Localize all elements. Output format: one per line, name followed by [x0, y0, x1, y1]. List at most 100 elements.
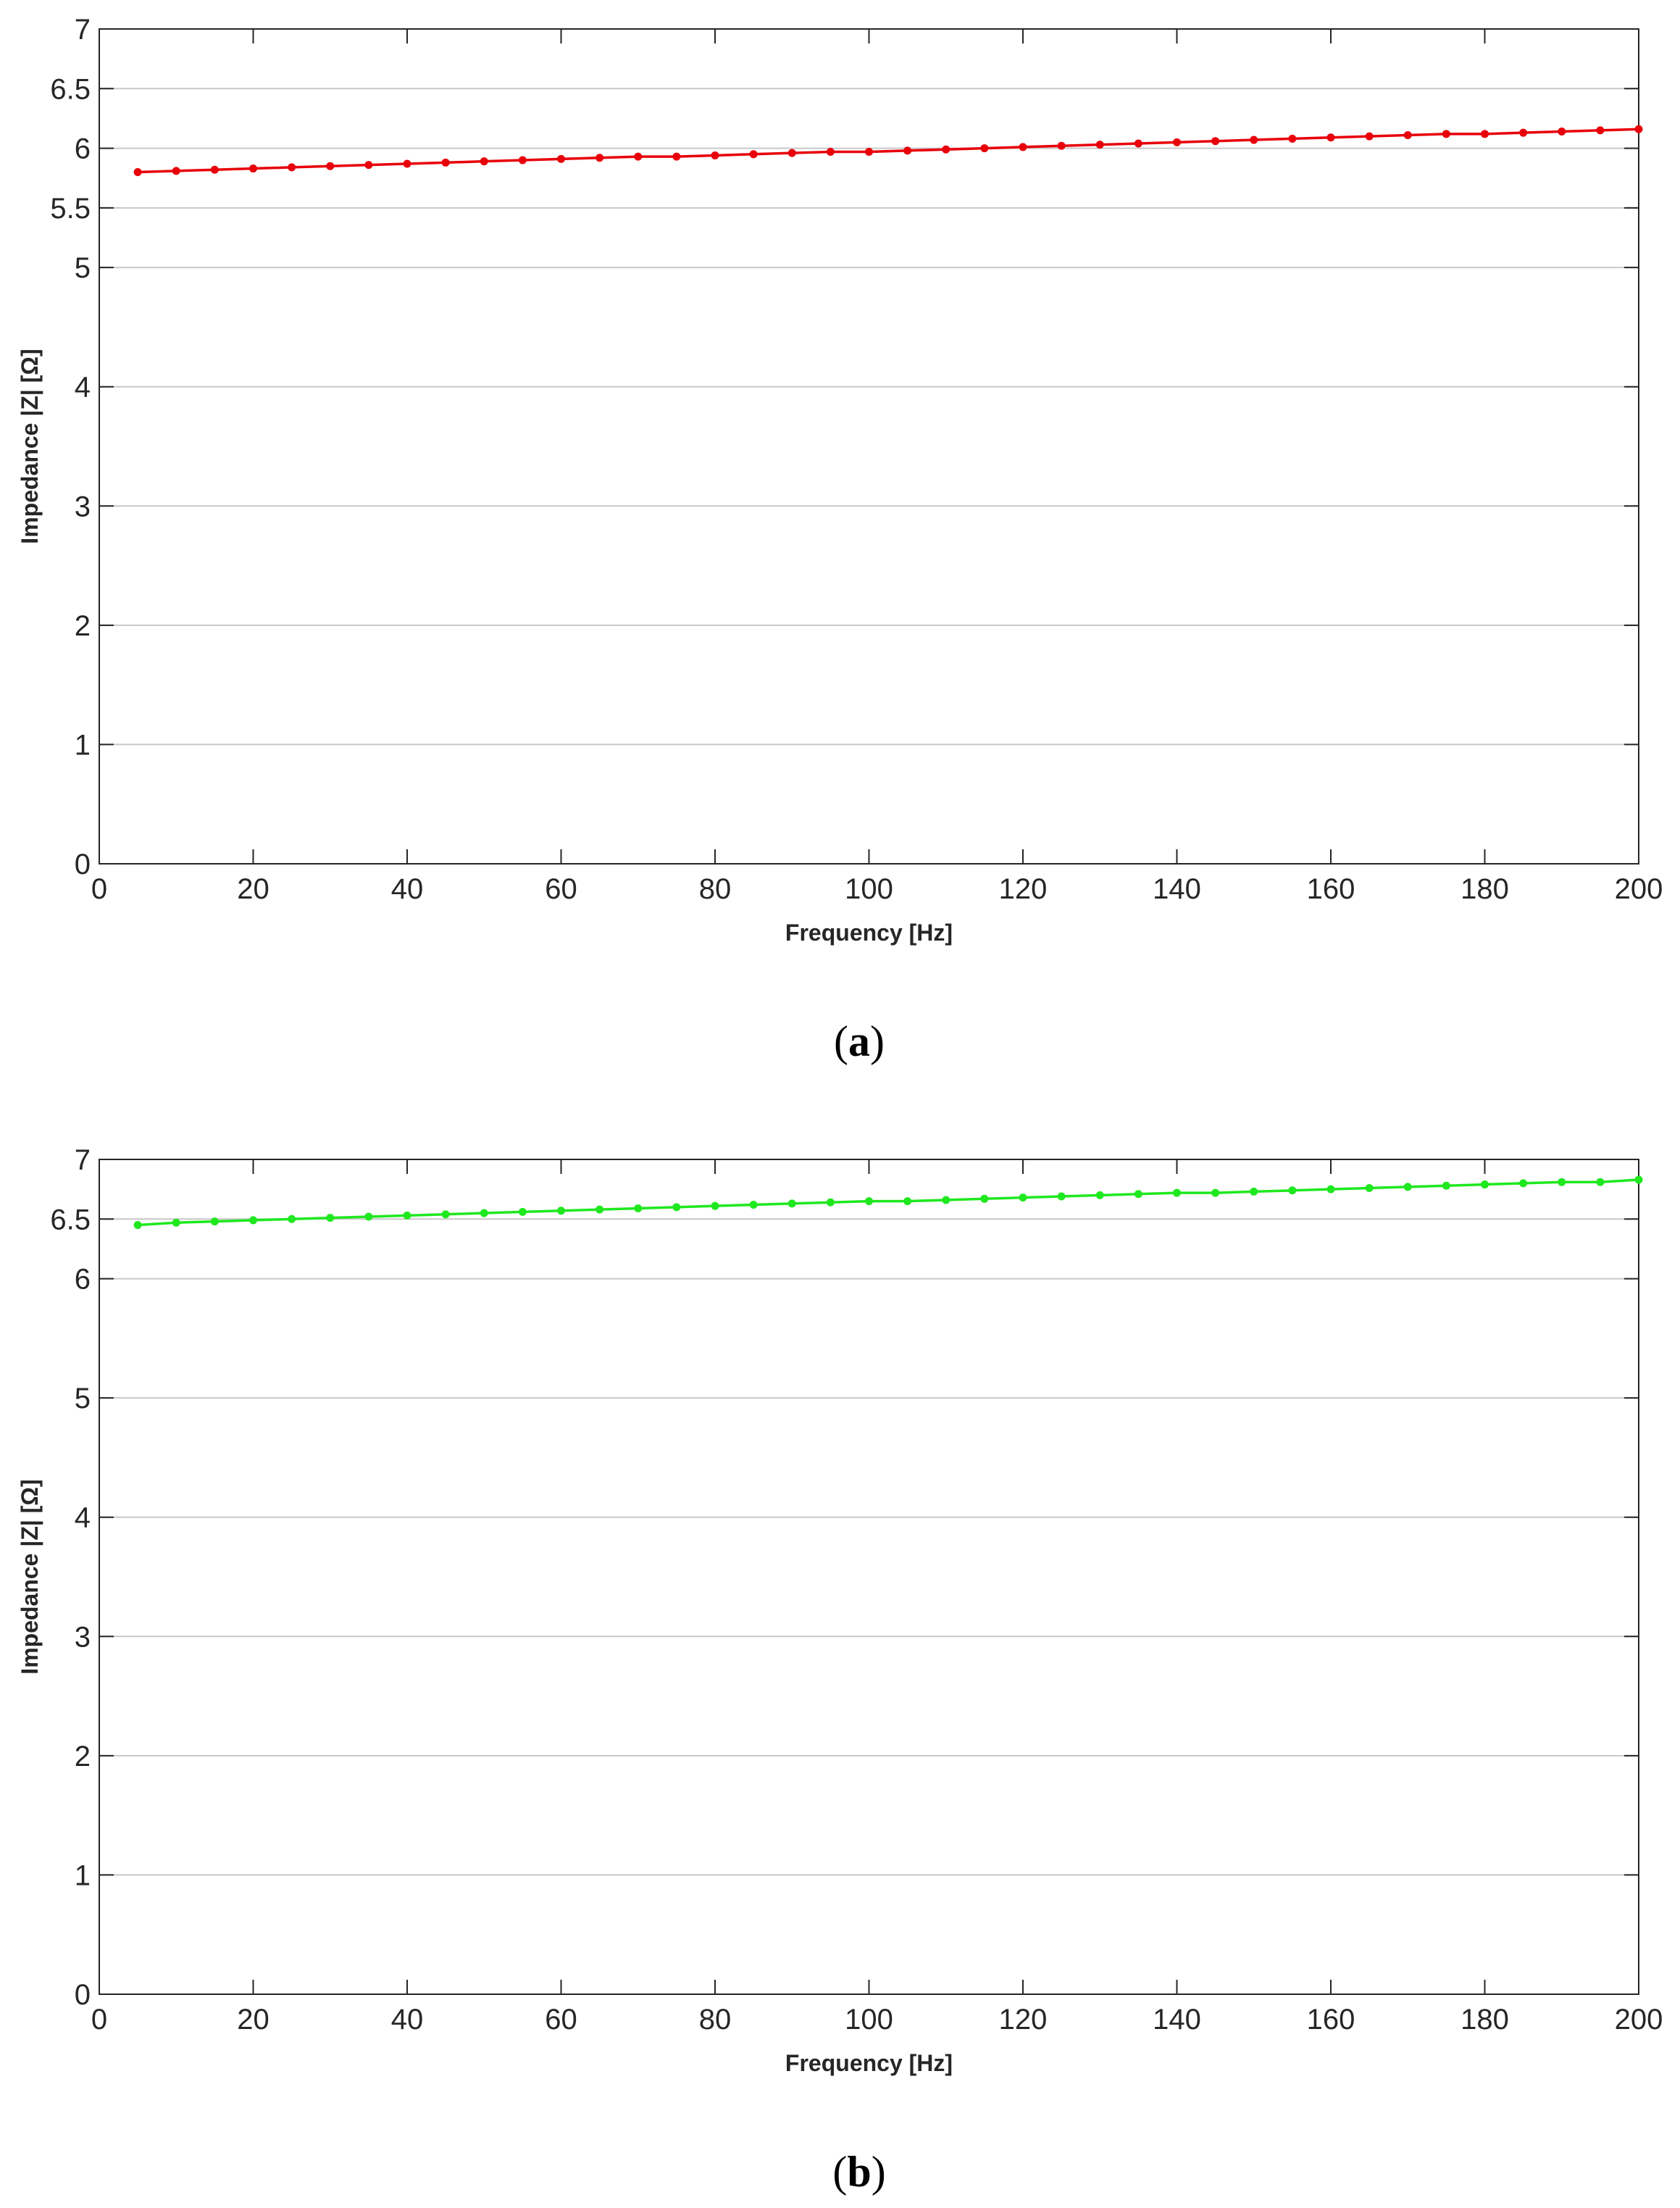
data-point: [787, 1199, 796, 1208]
y-tick-label: 5.5: [50, 193, 91, 225]
data-point: [1057, 1192, 1066, 1201]
data-point: [749, 150, 758, 159]
data-point: [326, 1214, 335, 1222]
data-point: [133, 1221, 142, 1230]
data-point: [249, 164, 257, 173]
data-point: [441, 1210, 450, 1219]
data-point: [634, 1204, 643, 1212]
chart-b: 0 20 40 60 80 100 120 140 160 180 200 0 1 2 3 4 5 6 6.5 7 Fr…: [17, 1144, 1663, 2196]
data-point: [288, 163, 296, 172]
data-point: [403, 1211, 411, 1220]
data-point: [1250, 1187, 1258, 1196]
data-point: [1558, 128, 1566, 136]
data-point: [1095, 141, 1104, 149]
data-point: [557, 1207, 565, 1215]
data-point: [1519, 128, 1528, 137]
data-point: [1596, 126, 1605, 135]
data-point: [1211, 137, 1220, 146]
data-point: [1019, 143, 1027, 151]
x-tick-label: 180: [1460, 2004, 1509, 2036]
data-point: [903, 146, 912, 155]
data-point: [1250, 136, 1258, 144]
series-line: [138, 128, 1639, 174]
x-tick-label: 120: [999, 873, 1048, 905]
data-point: [595, 1205, 604, 1214]
y-tick-label: 1: [75, 729, 91, 761]
data-point: [480, 157, 488, 166]
data-point: [1596, 1178, 1605, 1186]
caption-open: (: [834, 1017, 848, 1065]
x-tick-label: 200: [1615, 873, 1663, 905]
data-point: [826, 148, 835, 157]
y-tick-label: 3: [75, 1621, 91, 1653]
y-tick-label: 5: [75, 1383, 91, 1415]
y-tick-label: 6: [75, 1264, 91, 1296]
data-point: [172, 1218, 180, 1227]
data-point: [557, 154, 565, 163]
y-tick-label: 6.5: [50, 73, 91, 105]
data-point: [634, 152, 643, 161]
data-point: [595, 154, 604, 162]
panel-caption: (b): [832, 2148, 885, 2196]
data-point: [1634, 1175, 1643, 1184]
y-tick-label: 7: [75, 1144, 91, 1176]
data-point: [518, 156, 527, 164]
plot-area: [99, 29, 1639, 864]
data-point: [1365, 132, 1374, 141]
data-point: [980, 144, 989, 153]
data-point: [364, 1212, 373, 1221]
data-point: [787, 149, 796, 157]
data-point: [1288, 134, 1297, 143]
caption-letter: b: [847, 2148, 871, 2196]
data-point: [288, 1215, 296, 1223]
x-tick-label: 20: [237, 2004, 269, 2036]
x-tick-label: 40: [391, 2004, 424, 2036]
data-point: [1403, 1183, 1412, 1191]
x-tick-label: 0: [91, 873, 107, 905]
data-point: [210, 1217, 219, 1226]
data-point: [1519, 1179, 1528, 1188]
data-point: [865, 148, 873, 157]
data-point: [711, 1201, 719, 1210]
y-tick-label: 5: [75, 252, 91, 284]
y-tick-label: 0: [75, 1979, 91, 2011]
y-axis-label: Impedance |Z| [Ω]: [17, 349, 43, 543]
data-point: [942, 1196, 950, 1204]
data-point: [1134, 1190, 1142, 1199]
y-tick-label: 3: [75, 491, 91, 522]
x-axis-label: Frequency [Hz]: [785, 920, 953, 946]
data-point: [1019, 1193, 1027, 1202]
y-tick-label: 2: [75, 610, 91, 642]
x-tick-label: 160: [1307, 873, 1355, 905]
data-point: [1326, 133, 1335, 142]
x-tick-label: 100: [845, 2004, 893, 2036]
data-point: [1442, 1181, 1450, 1190]
data-point: [903, 1197, 912, 1206]
data-point: [1326, 1185, 1335, 1193]
x-tick-label: 140: [1153, 873, 1201, 905]
data-point: [749, 1201, 758, 1209]
data-point: [364, 161, 373, 170]
x-tick-label: 140: [1153, 2004, 1201, 2036]
x-tick-label: 120: [999, 2004, 1048, 2036]
data-point: [326, 162, 335, 170]
y-tick-label: 4: [75, 1502, 91, 1534]
data-point: [403, 159, 411, 168]
y-tick-label: 2: [75, 1741, 91, 1772]
panel-caption: (a): [834, 1017, 885, 1065]
data-point: [1481, 130, 1489, 138]
caption-letter: a: [848, 1017, 870, 1065]
x-tick-label: 200: [1615, 2004, 1663, 2036]
data-point: [1211, 1188, 1220, 1197]
data-point: [1558, 1178, 1566, 1186]
data-point: [711, 151, 719, 159]
data-point: [1095, 1191, 1104, 1199]
data-point: [518, 1207, 527, 1216]
series-line: [138, 1178, 1639, 1227]
y-tick-label: 6: [75, 133, 91, 165]
y-tick-label: 0: [75, 849, 91, 880]
y-tick-label: 4: [75, 372, 91, 404]
y-tick-label: 6.5: [50, 1204, 91, 1236]
data-point: [1634, 125, 1643, 133]
x-tick-label: 180: [1460, 873, 1509, 905]
